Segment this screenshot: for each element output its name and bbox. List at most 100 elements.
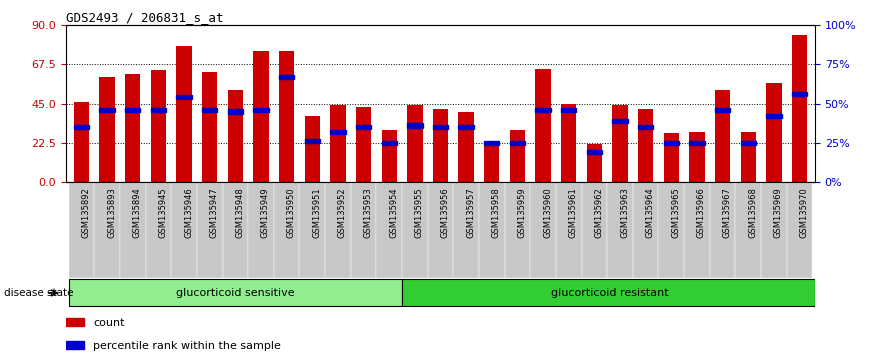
Bar bbox=[202, 108, 218, 112]
Bar bbox=[612, 119, 627, 123]
Bar bbox=[761, 182, 787, 278]
Bar bbox=[433, 109, 448, 182]
Bar bbox=[202, 72, 218, 182]
Bar bbox=[633, 182, 658, 278]
Bar bbox=[254, 51, 269, 182]
Bar bbox=[356, 107, 371, 182]
Bar bbox=[766, 114, 781, 118]
Bar bbox=[171, 182, 196, 278]
Bar bbox=[254, 108, 269, 112]
Bar bbox=[66, 318, 84, 326]
Text: GSM135893: GSM135893 bbox=[107, 187, 116, 238]
Bar bbox=[125, 74, 140, 182]
Bar bbox=[248, 182, 274, 278]
Text: GSM135894: GSM135894 bbox=[133, 187, 142, 238]
Bar bbox=[484, 144, 500, 182]
Text: GSM135966: GSM135966 bbox=[697, 187, 706, 238]
Bar bbox=[305, 139, 320, 143]
Text: GSM135965: GSM135965 bbox=[671, 187, 680, 238]
Bar bbox=[607, 182, 633, 278]
Text: GSM135957: GSM135957 bbox=[466, 187, 475, 238]
Text: glucorticoid resistant: glucorticoid resistant bbox=[551, 288, 669, 298]
Bar bbox=[612, 105, 627, 182]
Bar bbox=[325, 182, 351, 278]
Bar bbox=[638, 109, 654, 182]
Bar bbox=[510, 130, 525, 182]
Bar bbox=[227, 109, 243, 114]
Bar bbox=[196, 182, 223, 278]
Bar bbox=[689, 141, 705, 145]
Bar bbox=[120, 182, 145, 278]
Bar bbox=[100, 77, 115, 182]
Bar bbox=[710, 182, 736, 278]
Text: GSM135892: GSM135892 bbox=[81, 187, 91, 238]
Bar bbox=[100, 108, 115, 112]
Bar bbox=[458, 112, 474, 182]
Text: GSM135967: GSM135967 bbox=[722, 187, 731, 238]
Bar bbox=[356, 125, 371, 129]
Bar bbox=[223, 182, 248, 278]
Text: count: count bbox=[93, 318, 124, 328]
Bar bbox=[714, 90, 730, 182]
Text: GSM135945: GSM135945 bbox=[159, 187, 167, 238]
Text: GSM135964: GSM135964 bbox=[646, 187, 655, 238]
Bar bbox=[402, 279, 815, 307]
Bar bbox=[479, 182, 505, 278]
Bar bbox=[787, 182, 812, 278]
Bar bbox=[561, 108, 576, 112]
Text: GSM135961: GSM135961 bbox=[569, 187, 578, 238]
Bar bbox=[125, 108, 140, 112]
Bar bbox=[74, 102, 89, 182]
Bar bbox=[66, 341, 84, 349]
Bar bbox=[561, 104, 576, 182]
Bar bbox=[279, 75, 294, 79]
Bar bbox=[69, 182, 94, 278]
Text: GSM135962: GSM135962 bbox=[595, 187, 603, 238]
Bar bbox=[510, 141, 525, 145]
Bar bbox=[741, 132, 756, 182]
Bar bbox=[689, 132, 705, 182]
Bar bbox=[663, 133, 679, 182]
Bar bbox=[402, 182, 427, 278]
Text: GSM135955: GSM135955 bbox=[415, 187, 424, 238]
Bar bbox=[766, 82, 781, 182]
Bar bbox=[458, 125, 474, 129]
Bar bbox=[530, 182, 556, 278]
Bar bbox=[714, 108, 730, 112]
Bar bbox=[227, 90, 243, 182]
Text: GSM135952: GSM135952 bbox=[338, 187, 347, 238]
Bar bbox=[427, 182, 454, 278]
Text: GSM135954: GSM135954 bbox=[389, 187, 398, 238]
Bar bbox=[74, 125, 89, 129]
Bar bbox=[505, 182, 530, 278]
Bar bbox=[536, 108, 551, 112]
Bar bbox=[69, 279, 402, 307]
Bar bbox=[741, 141, 756, 145]
Text: GSM135946: GSM135946 bbox=[184, 187, 193, 238]
Text: GSM135947: GSM135947 bbox=[210, 187, 218, 238]
Bar bbox=[407, 105, 423, 182]
Bar bbox=[638, 125, 654, 129]
Text: GSM135956: GSM135956 bbox=[440, 187, 449, 238]
Bar bbox=[407, 124, 423, 128]
Text: GSM135948: GSM135948 bbox=[235, 187, 244, 238]
Text: GSM135969: GSM135969 bbox=[774, 187, 783, 238]
Bar bbox=[556, 182, 581, 278]
Bar bbox=[381, 130, 397, 182]
Text: GSM135959: GSM135959 bbox=[517, 187, 527, 238]
Bar bbox=[381, 141, 397, 145]
Bar bbox=[279, 51, 294, 182]
Text: GSM135960: GSM135960 bbox=[543, 187, 552, 238]
Bar bbox=[581, 182, 607, 278]
Bar bbox=[300, 182, 325, 278]
Bar bbox=[151, 108, 167, 112]
Bar bbox=[536, 69, 551, 182]
Text: GSM135953: GSM135953 bbox=[364, 187, 373, 238]
Bar bbox=[587, 144, 602, 182]
Text: GDS2493 / 206831_s_at: GDS2493 / 206831_s_at bbox=[66, 11, 224, 24]
Text: disease state: disease state bbox=[4, 288, 74, 298]
Text: glucorticoid sensitive: glucorticoid sensitive bbox=[176, 288, 294, 298]
Bar bbox=[176, 46, 192, 182]
Bar bbox=[151, 70, 167, 182]
Bar bbox=[484, 141, 500, 145]
